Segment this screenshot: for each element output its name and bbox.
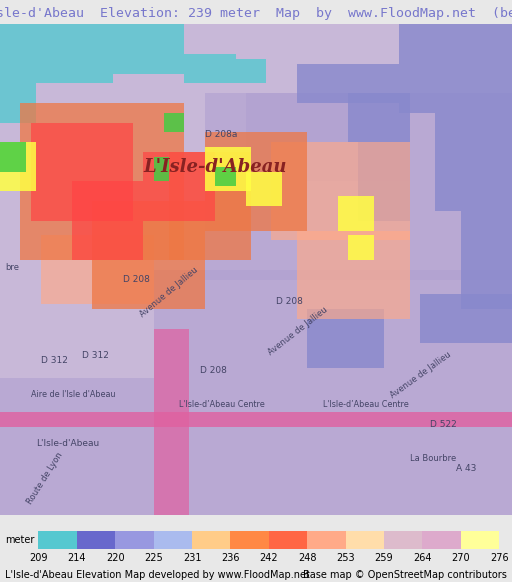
Text: D 208a: D 208a: [205, 130, 237, 139]
Text: 270: 270: [452, 553, 470, 563]
Bar: [154, 531, 192, 549]
Text: Avenue de Jallieu: Avenue de Jallieu: [266, 305, 329, 357]
Bar: [72, 182, 143, 260]
Text: 225: 225: [144, 553, 163, 563]
Text: 253: 253: [336, 553, 355, 563]
Bar: [346, 531, 384, 549]
Bar: [192, 531, 230, 549]
Bar: [348, 93, 410, 142]
Bar: [297, 63, 399, 103]
Text: D 312: D 312: [41, 356, 68, 365]
Text: 236: 236: [221, 553, 240, 563]
Text: L'Isle-d'Abeau Elevation Map developed by www.FloodMap.net: L'Isle-d'Abeau Elevation Map developed b…: [5, 570, 310, 580]
Text: D 312: D 312: [82, 351, 109, 360]
Text: 248: 248: [298, 553, 316, 563]
Bar: [205, 132, 307, 230]
Bar: [154, 157, 169, 182]
Bar: [154, 329, 189, 515]
Bar: [307, 531, 346, 549]
Bar: [246, 172, 282, 206]
Bar: [435, 113, 512, 211]
Bar: [230, 531, 269, 549]
Bar: [0, 142, 26, 172]
Bar: [422, 531, 461, 549]
Bar: [348, 235, 374, 260]
Text: 242: 242: [260, 553, 278, 563]
Bar: [236, 59, 266, 83]
Text: Avenue de Jallieu: Avenue de Jallieu: [389, 350, 453, 400]
Text: D 208: D 208: [123, 275, 150, 284]
Bar: [205, 93, 512, 279]
Text: Avenue de Jallieu: Avenue de Jallieu: [138, 265, 200, 319]
Text: L'Isle-d’Abeau Centre: L'Isle-d’Abeau Centre: [323, 400, 408, 409]
Bar: [0, 412, 512, 427]
Text: 209: 209: [29, 553, 48, 563]
Text: D 522: D 522: [430, 420, 457, 429]
Bar: [164, 113, 184, 132]
Text: L'Isle-d'Abeau: L'Isle-d'Abeau: [36, 439, 99, 448]
Bar: [0, 24, 113, 83]
Text: 214: 214: [68, 553, 86, 563]
Bar: [338, 196, 374, 230]
Bar: [77, 531, 115, 549]
Text: Route de Lyon: Route de Lyon: [26, 450, 65, 506]
Text: L'Isle-d’Abeau Centre: L'Isle-d’Abeau Centre: [179, 400, 265, 409]
Text: 220: 220: [106, 553, 124, 563]
Bar: [0, 83, 36, 123]
Bar: [38, 531, 77, 549]
Bar: [184, 54, 236, 83]
Text: D 208: D 208: [276, 297, 303, 306]
Bar: [143, 152, 215, 221]
Bar: [115, 531, 154, 549]
Bar: [20, 103, 184, 260]
Text: meter: meter: [5, 535, 34, 545]
Text: L'Isle-d'Abeau: L'Isle-d'Abeau: [143, 158, 287, 176]
Text: Base map © OpenStreetMap contributors: Base map © OpenStreetMap contributors: [303, 570, 507, 580]
Bar: [269, 531, 307, 549]
Text: 231: 231: [183, 553, 201, 563]
Bar: [215, 166, 236, 186]
Bar: [113, 24, 184, 73]
Bar: [420, 294, 512, 343]
Text: L'Isle-d'Abeau  Elevation: 239 meter  Map  by  www.FloodMap.net  (beta): L'Isle-d'Abeau Elevation: 239 meter Map …: [0, 7, 512, 20]
Bar: [307, 309, 384, 368]
Text: 276: 276: [490, 553, 508, 563]
Bar: [461, 531, 499, 549]
Text: 259: 259: [375, 553, 393, 563]
Bar: [399, 24, 512, 113]
Text: 264: 264: [413, 553, 432, 563]
Bar: [246, 93, 410, 182]
Bar: [0, 142, 36, 191]
Text: Aire de l'Isle d'Abeau: Aire de l'Isle d'Abeau: [31, 391, 115, 399]
Bar: [92, 201, 205, 309]
Bar: [271, 142, 410, 240]
Text: bre: bre: [5, 263, 19, 272]
Bar: [297, 230, 410, 319]
Bar: [154, 270, 512, 378]
Bar: [0, 378, 512, 515]
Bar: [461, 211, 512, 309]
Bar: [169, 152, 251, 260]
Bar: [384, 531, 422, 549]
Text: A 43: A 43: [456, 464, 476, 473]
Bar: [41, 235, 154, 304]
Bar: [31, 123, 133, 221]
Bar: [358, 142, 410, 221]
Text: La Bourbre: La Bourbre: [410, 454, 456, 463]
Bar: [205, 147, 251, 191]
Text: D 208: D 208: [200, 366, 226, 375]
